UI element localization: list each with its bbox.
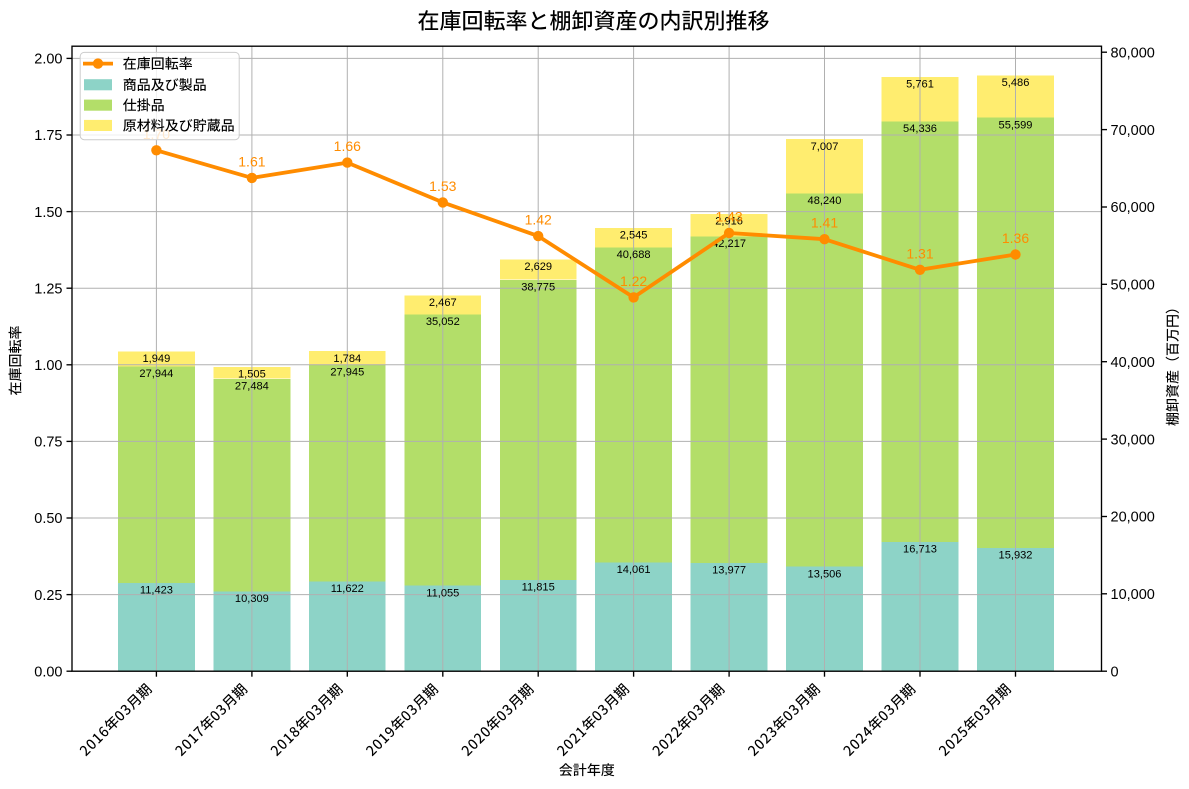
svg-text:1.42: 1.42 [525,212,552,228]
svg-text:0.25: 0.25 [34,588,62,604]
svg-text:0.75: 0.75 [34,435,62,451]
svg-text:2,545: 2,545 [620,230,648,242]
svg-text:11,423: 11,423 [140,584,173,596]
svg-text:1.41: 1.41 [811,215,838,231]
svg-text:30,000: 30,000 [1111,432,1155,448]
svg-text:27,944: 27,944 [139,368,173,380]
svg-text:14,061: 14,061 [617,564,651,576]
svg-text:1.00: 1.00 [34,358,62,374]
svg-text:1.31: 1.31 [906,245,933,261]
svg-text:15,932: 15,932 [999,550,1033,562]
svg-text:1.22: 1.22 [620,273,647,289]
svg-text:60,000: 60,000 [1111,200,1155,216]
svg-text:20,000: 20,000 [1111,510,1155,526]
svg-text:27,484: 27,484 [235,380,269,392]
svg-text:11,815: 11,815 [522,581,555,593]
svg-text:1,784: 1,784 [333,353,361,365]
svg-text:1.66: 1.66 [334,138,361,154]
svg-text:1.53: 1.53 [429,178,456,194]
svg-text:35,052: 35,052 [426,316,460,328]
svg-text:13,506: 13,506 [808,568,842,580]
svg-text:1.36: 1.36 [1002,230,1029,246]
svg-text:55,599: 55,599 [999,119,1033,131]
svg-text:2.00: 2.00 [34,52,62,68]
svg-text:1.61: 1.61 [238,153,265,169]
svg-text:48,240: 48,240 [808,195,842,207]
svg-text:38,775: 38,775 [521,281,555,293]
svg-text:1.25: 1.25 [34,281,62,297]
svg-text:0.50: 0.50 [34,511,62,527]
svg-text:40,000: 40,000 [1111,355,1155,371]
svg-text:13,977: 13,977 [712,565,746,577]
svg-text:1,505: 1,505 [238,369,266,381]
svg-text:1.43: 1.43 [715,209,742,225]
svg-text:5,486: 5,486 [1002,77,1030,89]
svg-text:27,945: 27,945 [330,367,364,379]
svg-text:16,713: 16,713 [903,544,937,556]
svg-text:10,000: 10,000 [1111,587,1155,603]
svg-text:2,916: 2,916 [715,215,743,227]
svg-text:1.50: 1.50 [34,205,62,221]
svg-text:80,000: 80,000 [1111,45,1155,61]
svg-text:0: 0 [1111,664,1119,680]
svg-text:7,007: 7,007 [811,141,839,153]
svg-text:5,761: 5,761 [906,79,934,91]
svg-text:54,336: 54,336 [903,123,937,135]
svg-text:11,622: 11,622 [331,583,364,595]
svg-text:0.00: 0.00 [34,664,62,680]
svg-text:10,309: 10,309 [235,593,269,605]
svg-text:50,000: 50,000 [1111,278,1155,294]
svg-text:1,949: 1,949 [143,353,171,365]
svg-text:1.75: 1.75 [34,128,62,144]
svg-text:11,055: 11,055 [426,587,459,599]
svg-text:40,688: 40,688 [617,249,651,261]
svg-text:2,629: 2,629 [524,261,552,273]
svg-text:2,467: 2,467 [429,297,457,309]
svg-text:70,000: 70,000 [1111,123,1155,139]
